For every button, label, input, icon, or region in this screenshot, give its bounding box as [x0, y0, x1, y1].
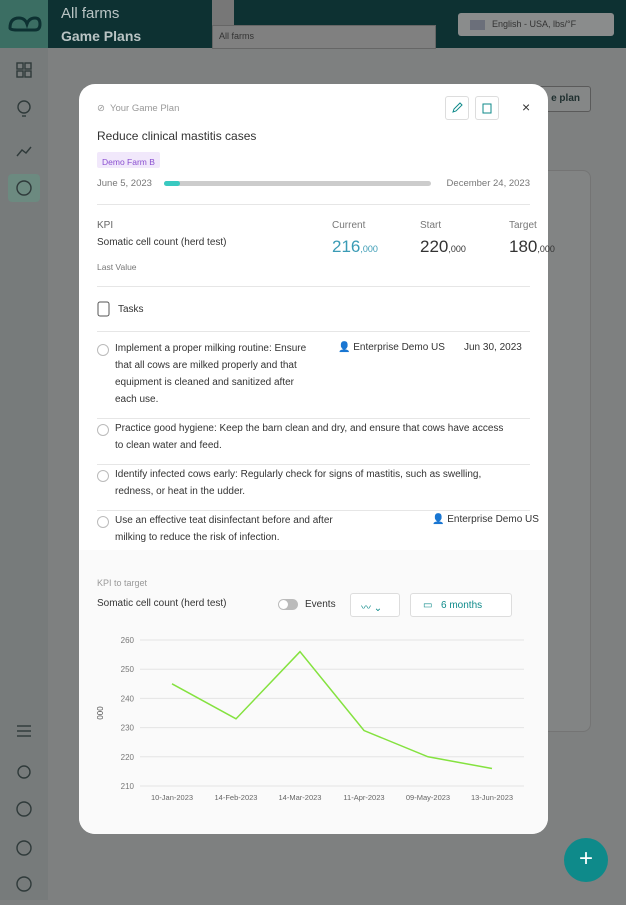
chart-metric: Somatic cell count (herd test) [97, 598, 227, 609]
language-select[interactable]: English - USA, lbs/°F [458, 13, 614, 36]
tasks-icon [97, 301, 110, 317]
y-axis-label: 000 [96, 706, 105, 720]
progress-track [164, 181, 431, 186]
home-btn[interactable] [212, 0, 234, 25]
target-suffix: ,000 [537, 244, 555, 254]
divider [97, 418, 530, 419]
kpi-name: Somatic cell count (herd test) [97, 237, 227, 248]
current-suffix: ,000 [360, 244, 378, 254]
add-fab[interactable]: + [564, 838, 608, 882]
kpi-note: Last Value [97, 262, 137, 272]
logo-icon [8, 16, 42, 32]
x-tick-label: 14-Feb-2023 [215, 793, 258, 802]
task-text: Implement a proper milking routine: Ensu… [115, 343, 307, 405]
task-text: Practice good hygiene: Keep the barn cle… [115, 423, 504, 451]
kpi-label: KPI [97, 220, 114, 231]
start-num: 220 [420, 237, 449, 256]
range-label: 6 months [441, 600, 483, 611]
x-tick-label: 14-Mar-2023 [279, 793, 322, 802]
divider [97, 464, 530, 465]
sidebar [0, 48, 48, 900]
farm-tag-label: Demo Farm B [102, 157, 155, 167]
delete-icon [482, 103, 492, 114]
current-label: Current [332, 220, 366, 231]
tasks-title: Tasks [118, 304, 144, 315]
kpi-line [171, 650, 493, 770]
target-label: Target [509, 220, 537, 231]
chart-type-select[interactable]: 〰 ⌄ [350, 593, 400, 617]
start-suffix: ,000 [448, 244, 466, 254]
toggle-knob [279, 600, 288, 609]
edit-icon [452, 102, 463, 113]
x-tick-label: 11-Apr-2023 [343, 793, 384, 802]
task-checkbox [97, 344, 109, 356]
y-tick-label: 250 [121, 665, 135, 674]
close-btn[interactable]: × [522, 99, 531, 115]
x-tick-label: 13-Jun-2023 [471, 793, 513, 802]
kpi-chart: 000 210 220 230 240 250 260 10-Jan-2023 14-Feb-2… [96, 636, 524, 802]
y-tick-label: 230 [121, 724, 135, 733]
target-value: 180,000 [509, 237, 555, 257]
task-checkbox [97, 516, 109, 528]
progress-fill [164, 181, 181, 186]
divider [97, 286, 530, 287]
task-assignee: 👤 Enterprise Demo US [338, 342, 445, 353]
farm-select-label: All farms [219, 31, 255, 41]
divider [97, 510, 530, 511]
start-value: 220,000 [420, 237, 466, 257]
language-label: English - USA, lbs/°F [492, 19, 577, 29]
breadcrumb[interactable]: All farms [61, 5, 120, 22]
end-date: December 24, 2023 [446, 178, 530, 189]
edit-btn[interactable] [445, 96, 469, 120]
range-select[interactable]: ▭ 6 months [410, 593, 512, 617]
divider [97, 331, 530, 332]
logo[interactable] [0, 0, 48, 48]
y-tick-label: 240 [121, 694, 135, 703]
delete-btn[interactable] [475, 96, 499, 120]
y-tick-label: 220 [121, 753, 135, 762]
current-value: 216,000 [332, 237, 378, 257]
chart-section-title: KPI to target [97, 578, 148, 588]
x-tick-label: 09-May-2023 [406, 793, 450, 802]
x-tick-label: 10-Jan-2023 [151, 793, 193, 802]
start-date: June 5, 2023 [97, 178, 152, 189]
plan-title: Reduce clinical mastitis cases [97, 129, 257, 143]
create-plan-label: e plan [551, 93, 580, 104]
farm-tag: Demo Farm B [97, 152, 160, 168]
game-plan-modal: ⊘ Your Game Plan × Reduce clinical masti… [79, 84, 555, 834]
task-checkbox [97, 424, 109, 436]
chart-type-icon: 〰 ⌄ [361, 603, 383, 614]
task-text: Use an effective teat disinfectant befor… [115, 515, 333, 543]
eyebrow: Your Game Plan [110, 103, 180, 114]
sidebar-icons [8, 62, 40, 892]
events-toggle[interactable] [278, 599, 298, 610]
y-tick-label: 210 [121, 782, 135, 791]
farm-select[interactable]: All farms [212, 25, 436, 49]
y-tick-label: 260 [121, 636, 135, 645]
eyebrow-icon: ⊘ [97, 103, 105, 114]
divider [97, 204, 530, 205]
task-due: Jun 30, 2023 [464, 342, 522, 353]
events-label: Events [305, 599, 336, 610]
target-num: 180 [509, 237, 538, 256]
page-title: Game Plans [61, 28, 142, 44]
task-assignee: 👤 Enterprise Demo US [432, 514, 539, 525]
flag [470, 20, 485, 30]
task-text: Identify infected cows early: Regularly … [115, 469, 482, 497]
start-label: Start [420, 220, 442, 231]
task-checkbox [97, 470, 109, 482]
current-num: 216 [332, 237, 361, 256]
